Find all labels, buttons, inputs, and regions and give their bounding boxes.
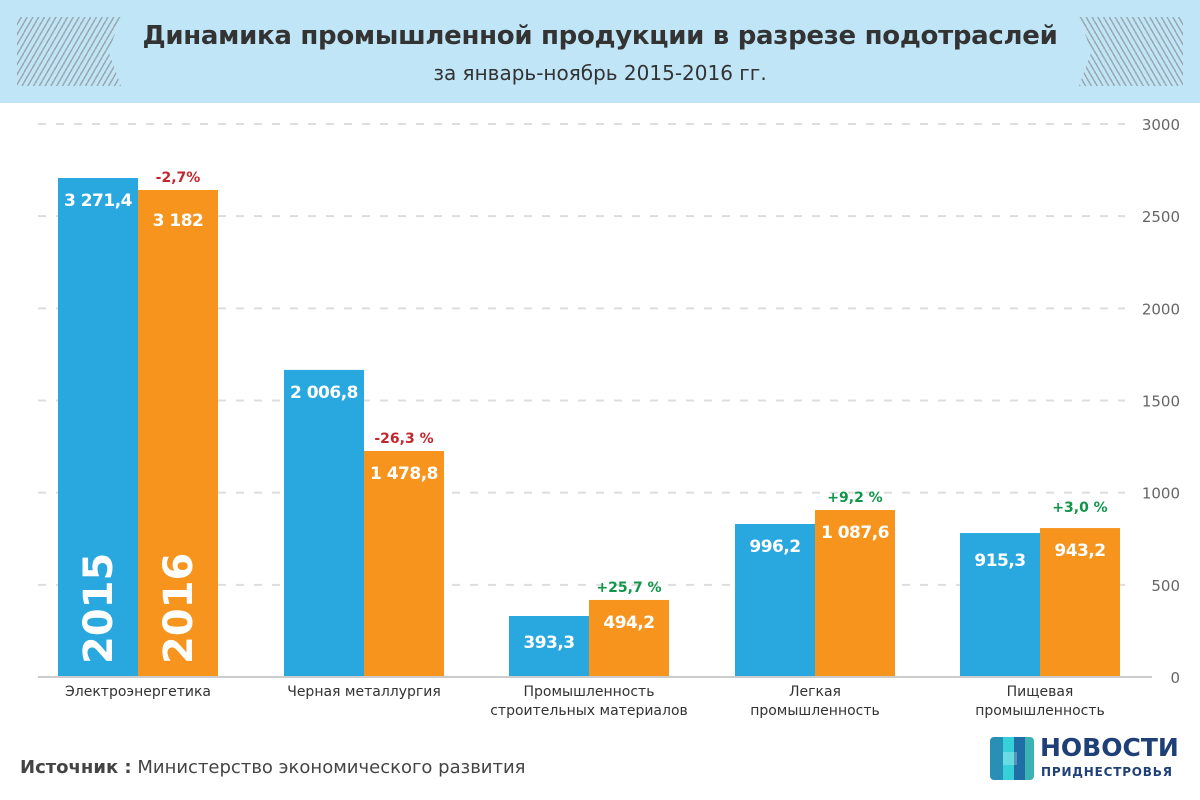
y-tick-label: 2000 bbox=[1142, 300, 1180, 318]
bar-group: 996,2 1 087,6 +9,2 % bbox=[735, 490, 895, 676]
bar-2015 bbox=[509, 615, 589, 676]
change-annotation: -2,7% bbox=[156, 170, 201, 186]
header-banner: Динамика промышленной продукции в разрез… bbox=[0, 0, 1200, 103]
bar-value-label: 2 006,8 bbox=[290, 383, 358, 403]
bar-2016 bbox=[138, 189, 218, 676]
bar-group: 393,3 494,2 +25,7 % bbox=[509, 580, 669, 676]
bar-value-label: 915,3 bbox=[974, 551, 1025, 571]
logo: НОВОСТИ ПРИДНЕСТРОВЬЯ bbox=[990, 735, 1200, 785]
category-label: Пищевая bbox=[1007, 684, 1074, 700]
ribbon-right-decoration bbox=[1079, 17, 1183, 86]
y-tick-label: 0 bbox=[1170, 669, 1180, 687]
category-label: промышленность bbox=[975, 703, 1105, 719]
source-label: Источник : bbox=[20, 757, 132, 778]
bar-value-label: 3 271,4 bbox=[64, 191, 133, 211]
bar-group: 915,3 943,2 +3,0 % bbox=[960, 500, 1120, 676]
bar-value-label: 996,2 bbox=[749, 537, 800, 557]
bar-2016 bbox=[1040, 528, 1120, 676]
category-label: Черная металлургия bbox=[287, 684, 441, 700]
category-label: промышленность bbox=[750, 703, 880, 719]
y-axis-ticks: 0 500 1000 1500 2000 2500 3000 bbox=[1142, 116, 1180, 687]
ribbon-left-decoration bbox=[17, 17, 121, 86]
change-annotation: -26,3 % bbox=[374, 431, 433, 447]
y-tick-label: 3000 bbox=[1142, 116, 1180, 134]
bar-group: 2 006,8 1 478,8 -26,3 % bbox=[284, 369, 444, 676]
logo-text-top: НОВОСТИ bbox=[1040, 733, 1179, 762]
change-annotation: +25,7 % bbox=[596, 580, 661, 596]
bar-2015 bbox=[58, 178, 138, 676]
category-label: строительных материалов bbox=[490, 703, 688, 719]
change-annotation: +3,0 % bbox=[1052, 500, 1107, 516]
legend-year-2016: 2016 bbox=[156, 553, 202, 664]
bar-2016 bbox=[815, 509, 895, 676]
category-label: Легкая bbox=[789, 684, 841, 700]
bars: 3 271,4 2015 3 182 2016 -2,7% 2 006,8 1 478,8 -… bbox=[58, 170, 1120, 676]
logo-mark-icon bbox=[990, 737, 1034, 780]
x-axis-labels: Электроэнергетика Черная металлургия Промы… bbox=[65, 684, 1105, 719]
bar-value-label: 943,2 bbox=[1054, 541, 1105, 561]
bar-value-label: 494,2 bbox=[603, 613, 654, 633]
source-text: Министерство экономического развития bbox=[137, 757, 526, 778]
bar-value-label: 3 182 bbox=[153, 211, 204, 231]
legend-year-2015: 2015 bbox=[76, 553, 122, 664]
bar-value-label: 1 478,8 bbox=[370, 464, 438, 484]
y-tick-label: 1500 bbox=[1142, 393, 1180, 411]
bar-2016 bbox=[364, 451, 444, 676]
chart-title: Динамика промышленной продукции в разрез… bbox=[142, 21, 1058, 51]
y-tick-label: 1000 bbox=[1142, 485, 1180, 503]
bar-group: 3 271,4 2015 3 182 2016 -2,7% bbox=[58, 170, 218, 676]
change-annotation: +9,2 % bbox=[827, 490, 882, 506]
gridlines bbox=[38, 123, 1152, 678]
logo-text-bottom: ПРИДНЕСТРОВЬЯ bbox=[1041, 765, 1173, 779]
y-tick-label: 2500 bbox=[1142, 208, 1180, 226]
bar-2016 bbox=[589, 599, 669, 676]
bar-2015 bbox=[960, 533, 1040, 676]
bar-2015 bbox=[284, 369, 364, 676]
source-note: Источник : Министерство экономического р… bbox=[20, 757, 526, 778]
category-label: Электроэнергетика bbox=[65, 684, 211, 700]
y-tick-label: 500 bbox=[1151, 577, 1180, 595]
chart-subtitle: за январь-ноябрь 2015-2016 гг. bbox=[433, 61, 767, 85]
bar-value-label: 393,3 bbox=[523, 633, 574, 653]
bar-value-label: 1 087,6 bbox=[821, 523, 889, 543]
bar-2015 bbox=[735, 524, 815, 676]
category-label: Промышленность bbox=[524, 684, 655, 700]
